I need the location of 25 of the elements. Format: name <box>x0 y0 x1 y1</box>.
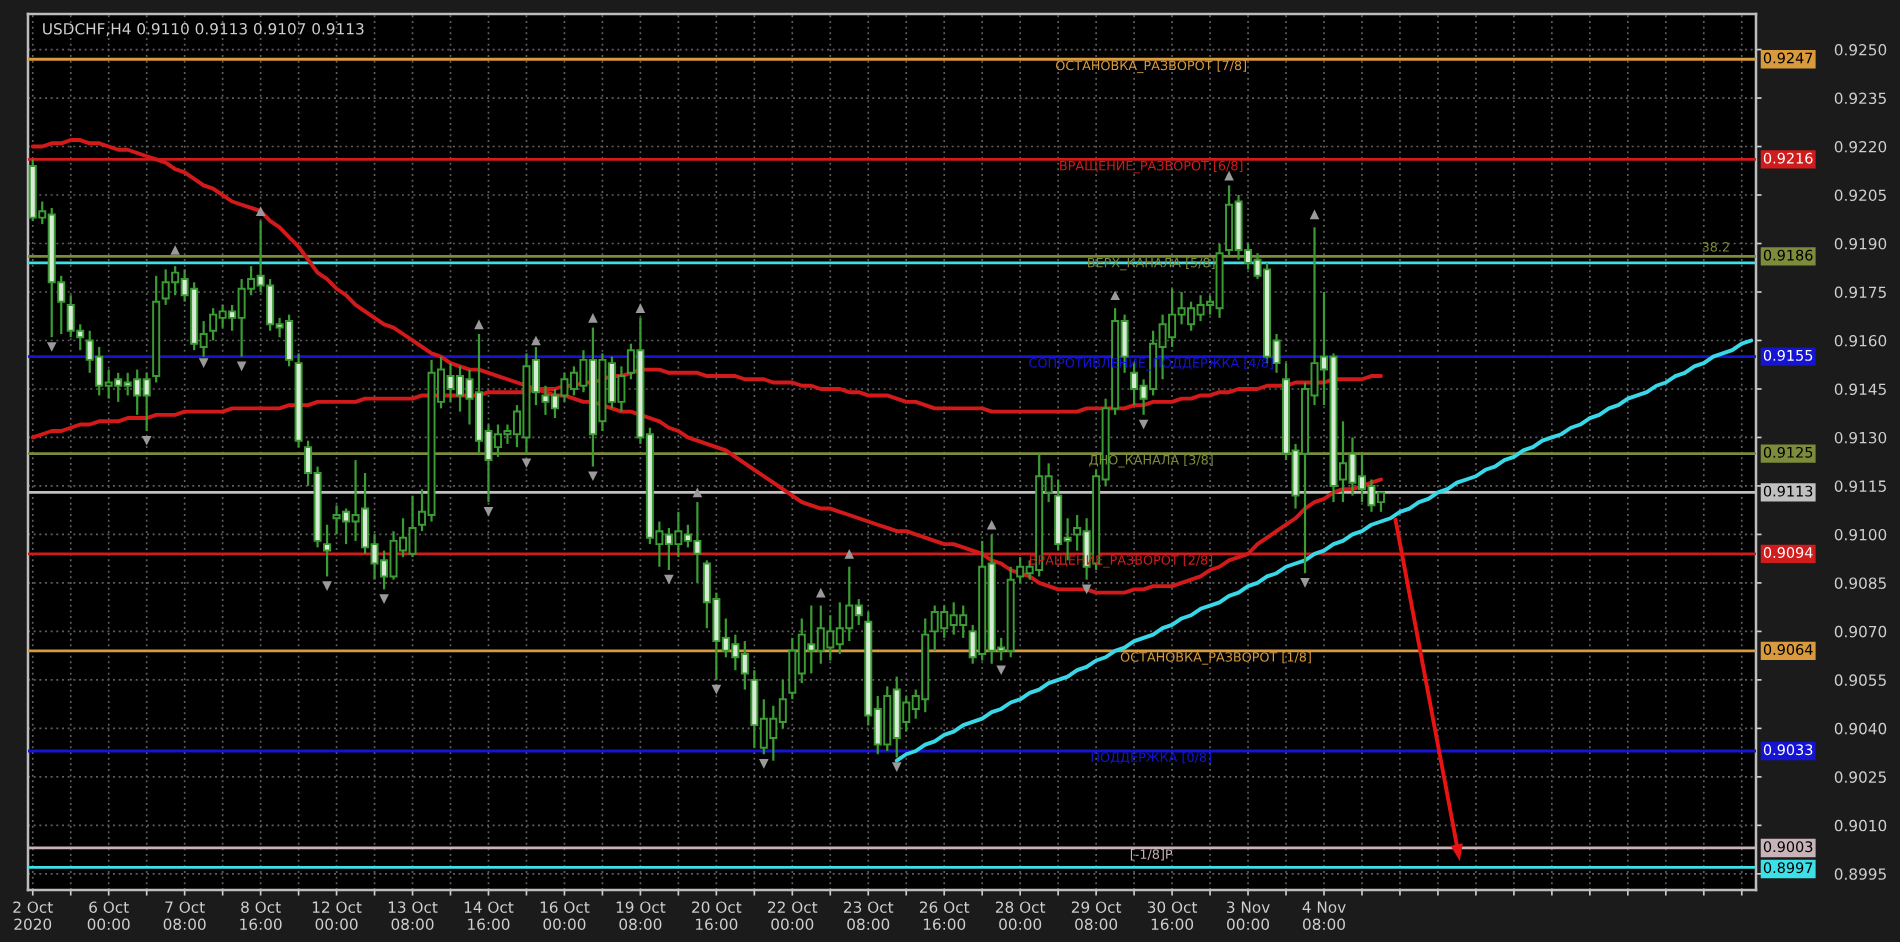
candlestick <box>323 523 332 578</box>
point <box>891 762 902 772</box>
point <box>844 549 855 559</box>
point <box>474 319 484 330</box>
point <box>588 313 598 323</box>
point <box>46 342 57 352</box>
point <box>483 506 494 517</box>
point <box>759 759 769 769</box>
point <box>711 684 722 695</box>
point <box>664 574 674 585</box>
point <box>692 487 703 498</box>
point <box>322 581 332 591</box>
point <box>379 594 389 604</box>
point <box>198 358 209 368</box>
point <box>170 245 180 255</box>
point <box>141 435 152 446</box>
point <box>588 471 598 482</box>
point <box>255 206 266 216</box>
point <box>986 519 997 530</box>
point <box>1138 419 1149 430</box>
point <box>996 665 1006 675</box>
point <box>1110 290 1120 301</box>
point <box>815 587 826 598</box>
point <box>635 303 646 313</box>
point <box>1300 578 1310 588</box>
